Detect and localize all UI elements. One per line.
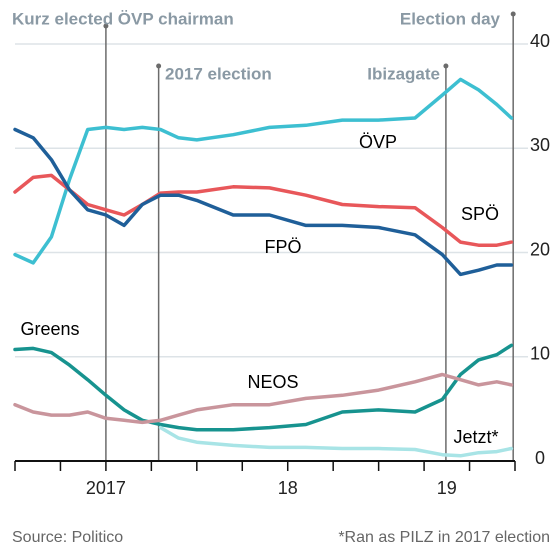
series-line bbox=[13, 372, 514, 425]
series-line bbox=[13, 343, 514, 432]
series-line bbox=[13, 127, 514, 277]
series-line bbox=[13, 173, 514, 247]
annotation: 2017 election bbox=[165, 64, 272, 83]
series-label: ÖVP bbox=[359, 132, 397, 152]
series-line bbox=[158, 425, 514, 458]
x-tick-label: 19 bbox=[437, 478, 457, 498]
x-tick-label: 2017 bbox=[86, 478, 126, 498]
series-line bbox=[13, 77, 514, 265]
series-label: Jetzt* bbox=[453, 427, 498, 447]
series-label: Greens bbox=[20, 319, 79, 339]
event-dot bbox=[510, 11, 516, 17]
annotation: Ibizagate bbox=[367, 64, 440, 83]
y-tick-label: 10 bbox=[530, 344, 550, 364]
x-tick-label: 18 bbox=[278, 478, 298, 498]
series-label: FPÖ bbox=[264, 237, 301, 257]
series-label: SPÖ bbox=[461, 204, 499, 224]
y-tick-label: 30 bbox=[530, 135, 550, 155]
event-dot bbox=[156, 63, 162, 69]
y-tick-label: 40 bbox=[530, 31, 550, 51]
event-dot bbox=[103, 23, 109, 29]
y-tick-label: 0 bbox=[535, 448, 545, 468]
event-dot bbox=[443, 63, 449, 69]
footnote: *Ran as PILZ in 2017 election bbox=[338, 529, 550, 546]
annotation: Election day bbox=[400, 9, 501, 28]
y-tick-label: 20 bbox=[530, 239, 550, 259]
series-label: NEOS bbox=[247, 372, 298, 392]
source: Source: Politico bbox=[12, 529, 123, 546]
annotation: Kurz elected ÖVP chairman bbox=[12, 9, 234, 28]
